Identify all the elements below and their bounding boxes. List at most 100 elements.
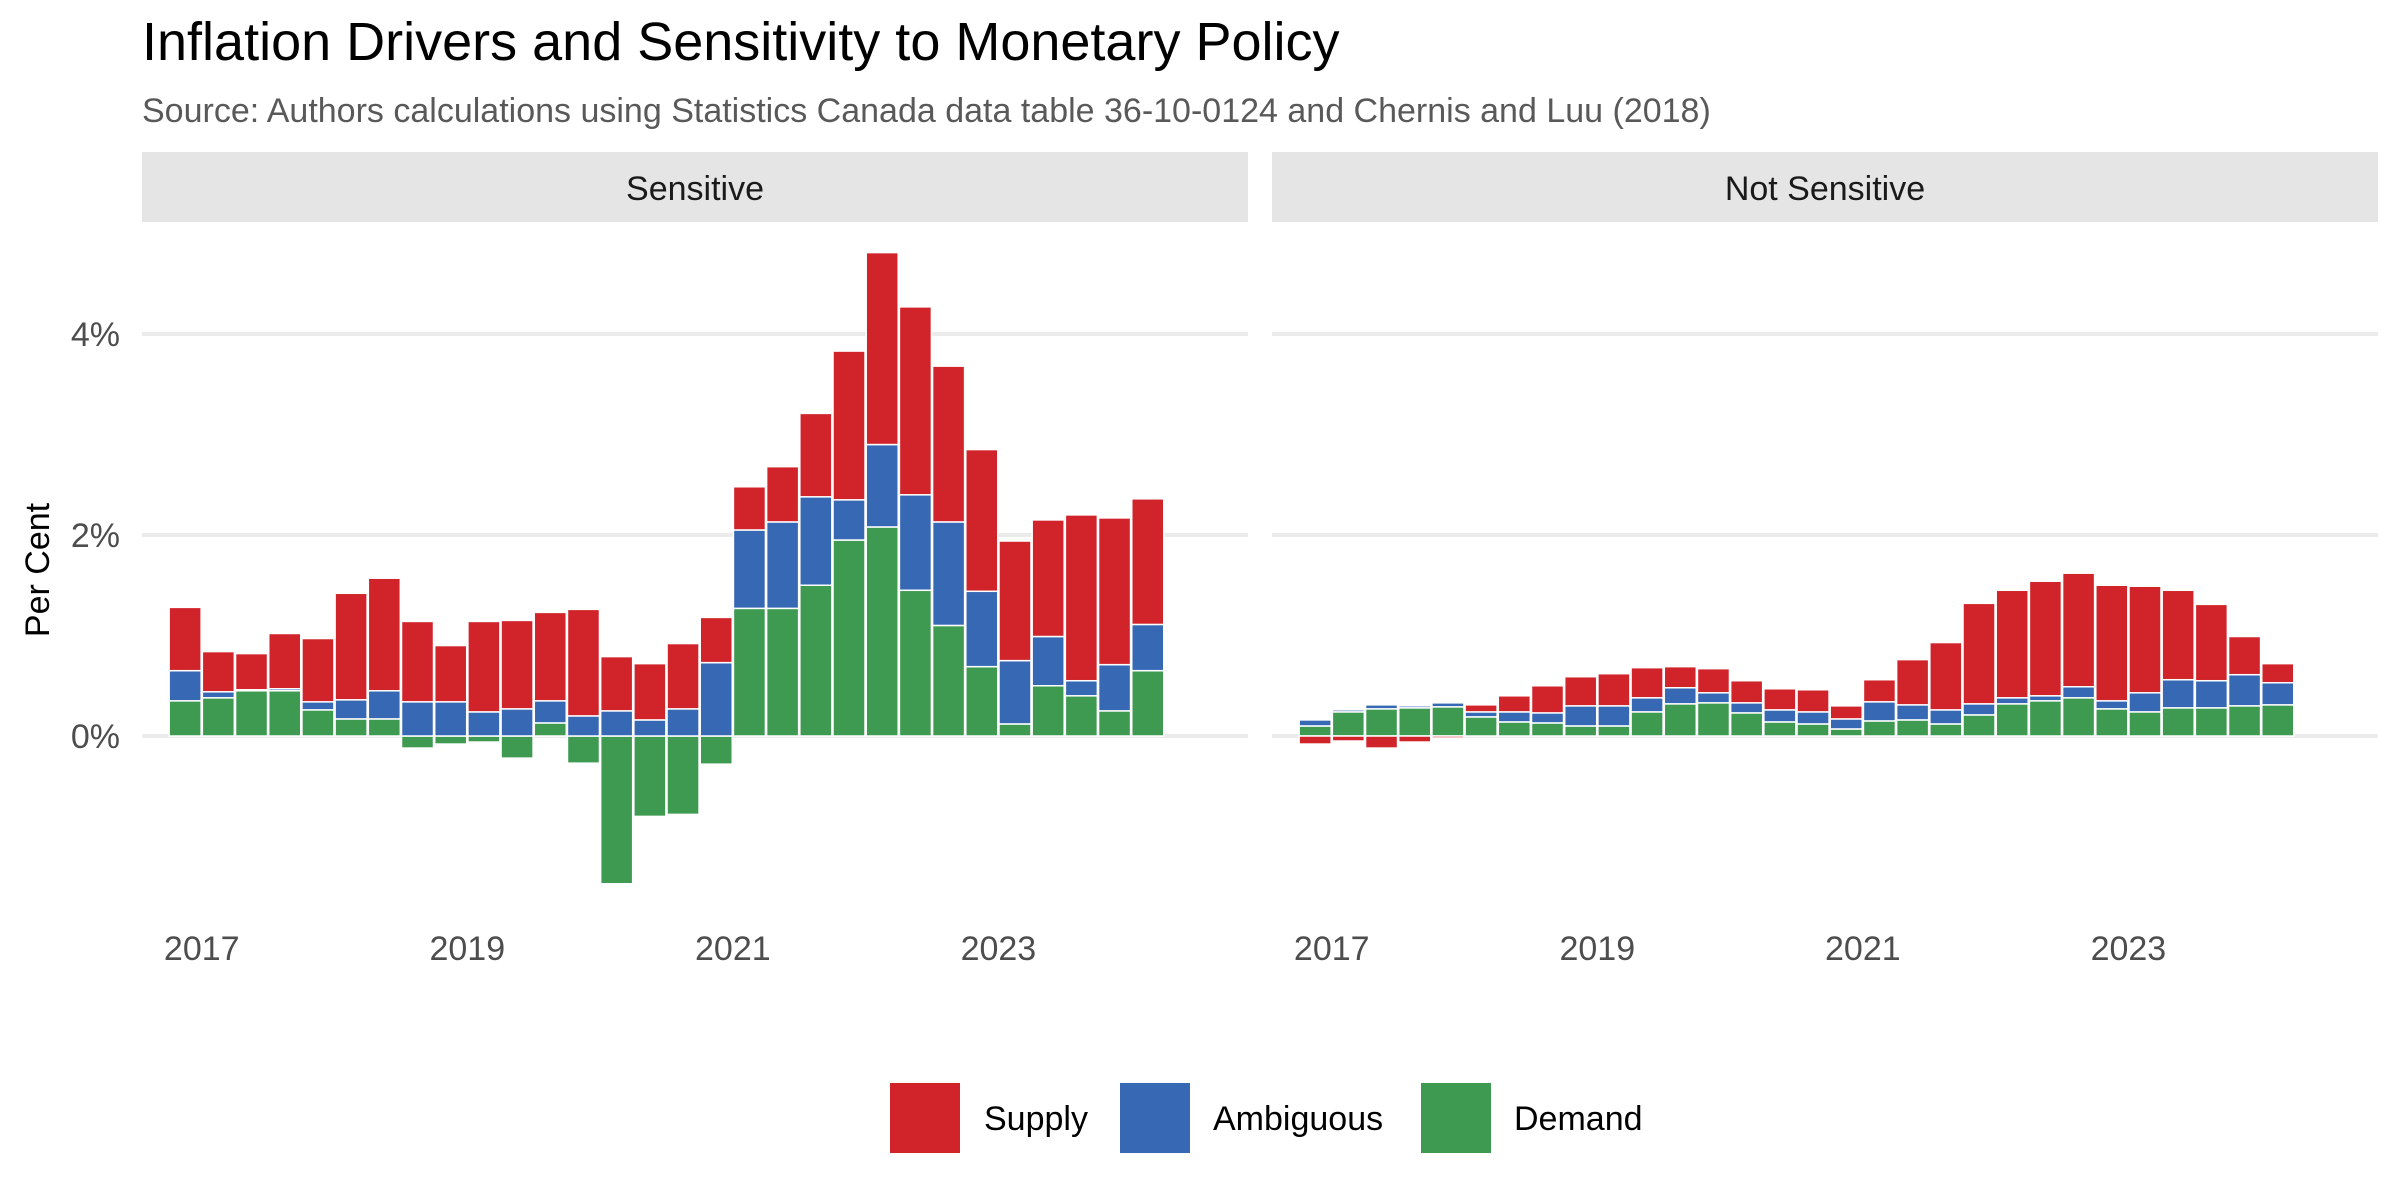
bar-ambiguous (1597, 705, 1631, 727)
bar-demand (1895, 719, 1930, 737)
bar-supply (832, 350, 866, 501)
legend-key-supply (890, 1083, 960, 1153)
bar-demand (2194, 707, 2229, 737)
x-tick-label: 2017 (1294, 930, 1370, 968)
bar-demand (633, 735, 667, 818)
bar-demand (1763, 721, 1797, 737)
x-tick-label: 2023 (961, 930, 1037, 968)
bar-supply (666, 642, 700, 710)
bar-ambiguous (1530, 712, 1565, 724)
bar-demand (765, 607, 800, 737)
bar-ambiguous (732, 529, 767, 610)
bar-demand (599, 735, 634, 885)
bar-demand (1131, 669, 1165, 737)
facet-not-sensitive: Not Sensitive 2017 2019 2021 2023 (1272, 152, 2378, 968)
bar-ambiguous (765, 521, 800, 610)
bar-demand (500, 735, 534, 759)
bar-ambiguous (1331, 709, 1366, 713)
y-tick-label: 2% (71, 517, 120, 555)
bar-supply (965, 448, 999, 593)
bar-demand (467, 735, 501, 743)
bar-demand (965, 665, 999, 737)
bar-demand (2161, 707, 2195, 737)
bar-supply (467, 620, 501, 713)
bar-supply (1862, 678, 1897, 703)
bar-ambiguous (334, 699, 368, 720)
bar-supply (1331, 735, 1366, 742)
bar-ambiguous (1097, 663, 1132, 712)
bar-demand (168, 700, 202, 737)
bar-demand (931, 624, 966, 737)
bar-supply (334, 592, 368, 701)
bar-demand (1331, 711, 1366, 737)
bar-demand (699, 735, 733, 765)
bar-ambiguous (1829, 718, 1863, 730)
x-tick-label: 2021 (1825, 930, 1901, 968)
legend-label: Ambiguous (1213, 1100, 1383, 1138)
bar-supply (500, 619, 534, 710)
bar-supply (201, 650, 236, 693)
bar-supply (301, 637, 335, 703)
bar-demand (732, 607, 767, 737)
bar-supply (998, 540, 1032, 662)
bar-supply (1298, 735, 1332, 745)
bar-ambiguous (400, 701, 435, 737)
bar-ambiguous (1464, 711, 1498, 718)
bar-supply (1696, 667, 1731, 694)
bar-demand (1962, 714, 1996, 737)
facet-strip-label: Sensitive (626, 170, 764, 208)
bar-ambiguous (1298, 719, 1332, 727)
bar-supply (1497, 695, 1532, 713)
y-tick-label: 4% (71, 316, 120, 354)
bar-ambiguous (1995, 697, 2029, 705)
bar-supply (1796, 689, 1830, 713)
bar-demand (400, 735, 435, 749)
bar-supply (2261, 662, 2295, 684)
bar-supply (1763, 688, 1797, 711)
bar-demand (998, 723, 1032, 737)
facet-panels: Sensitive 2017 2019 2021 2023 Not Sensitive 20… (71, 152, 2378, 968)
bar-demand (1929, 723, 1963, 737)
bar-ambiguous (201, 691, 236, 699)
bar-demand (1862, 720, 1897, 737)
bar-supply (1829, 705, 1863, 720)
bar-ambiguous (1929, 709, 1963, 725)
bar-demand (1696, 702, 1731, 737)
bar-demand (1630, 711, 1664, 737)
bar-demand (1563, 725, 1598, 737)
bar-demand (1497, 721, 1532, 737)
bar-supply (1397, 735, 1432, 743)
bar-ambiguous (168, 669, 202, 702)
legend-key-ambiguous (1120, 1083, 1190, 1153)
legend-label: Demand (1514, 1100, 1643, 1138)
bar-demand (1298, 725, 1332, 737)
legend-label: Supply (984, 1100, 1088, 1138)
bar-ambiguous (2028, 695, 2063, 702)
bar-ambiguous (2128, 692, 2162, 713)
bar-ambiguous (1431, 702, 1465, 708)
x-tick-label: 2019 (1559, 930, 1635, 968)
bar-ambiguous (1729, 702, 1764, 714)
bar-demand (799, 584, 833, 737)
bar-supply (1563, 675, 1598, 707)
bar-ambiguous (367, 690, 402, 720)
bar-demand (1397, 707, 1432, 737)
bar-ambiguous (566, 715, 601, 737)
bar-supply (267, 632, 302, 690)
bar-ambiguous (865, 443, 899, 528)
bar-demand (2061, 697, 2096, 737)
bar-supply (2161, 589, 2195, 681)
bar-supply (931, 365, 966, 523)
bar-ambiguous (2194, 679, 2229, 709)
bar-ambiguous (433, 701, 468, 737)
bar-demand (2028, 700, 2063, 737)
bar-ambiguous (1663, 687, 1698, 705)
facet-strip-label: Not Sensitive (1725, 170, 1925, 208)
y-axis-title: Per Cent (19, 502, 57, 637)
bar-supply (1995, 589, 2029, 699)
bar-supply (1630, 666, 1664, 699)
legend-item-ambiguous: Ambiguous (1120, 1083, 1383, 1153)
bar-ambiguous (1763, 709, 1797, 723)
bar-ambiguous (1796, 711, 1830, 725)
bar-demand (1829, 728, 1863, 737)
